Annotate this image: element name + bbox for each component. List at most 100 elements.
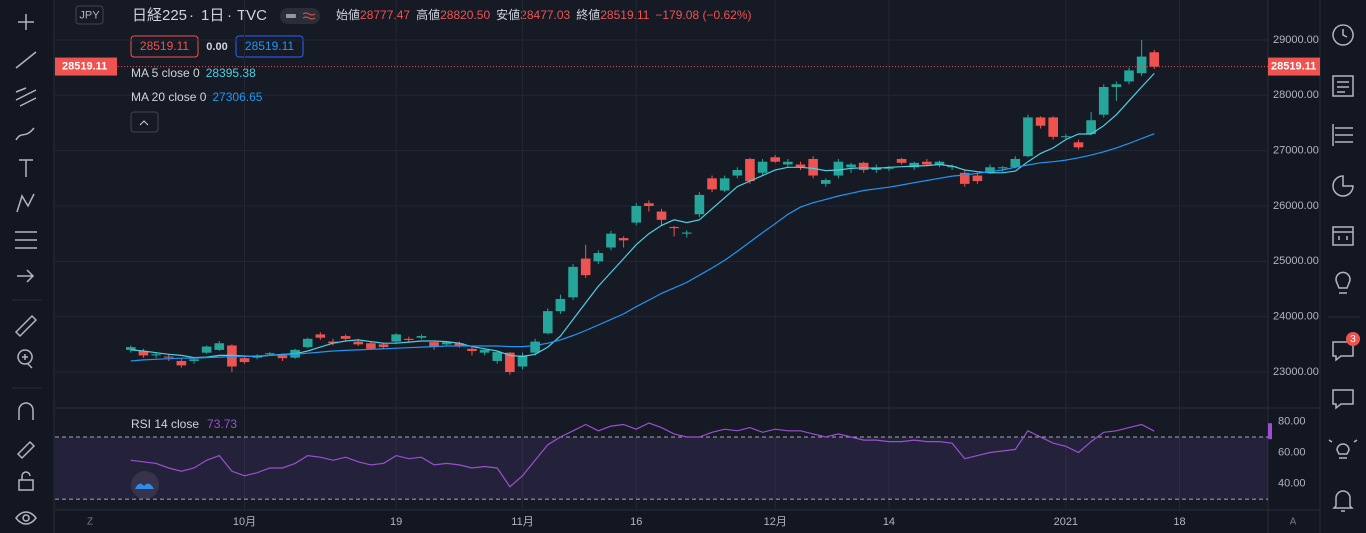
candle-body (189, 359, 199, 361)
moving-average-line (130, 133, 1155, 362)
price-tick-label: 26000.00 (1273, 200, 1319, 212)
ohlc-value: 28820.50 (440, 8, 490, 22)
legend-name: MA 5 close 0 (131, 66, 200, 80)
data-window-icon[interactable] (1332, 175, 1354, 197)
candle-body (328, 341, 338, 344)
candle-body (340, 336, 351, 339)
visibility-tool[interactable] (15, 511, 37, 525)
left-toolbar (12, 14, 42, 525)
candle-body (126, 347, 136, 350)
buy-button[interactable] (235, 35, 304, 58)
crosshair-tool[interactable] (18, 14, 34, 30)
currency: JPY (79, 9, 100, 21)
candle-body (656, 211, 667, 220)
candle-body (265, 353, 275, 355)
status-toggle[interactable] (280, 8, 320, 24)
magnet-tool[interactable] (18, 402, 34, 420)
trendline-tool[interactable] (15, 51, 37, 69)
status-wave (302, 12, 316, 20)
timezone-button[interactable]: Z (87, 517, 93, 528)
candle-body (1010, 158, 1021, 168)
right-toolbar: 3 (1328, 24, 1360, 512)
time-tick-label: 12月 (764, 516, 787, 528)
price-tick-label: 29000.00 (1273, 34, 1319, 46)
ohlc-value: 28477.03 (520, 8, 570, 22)
logo-icon (135, 483, 154, 489)
ohlc-name: 始値 (336, 7, 360, 22)
candle-body (783, 161, 793, 165)
notifications-icon[interactable] (1332, 490, 1354, 512)
candle-body (441, 342, 452, 345)
status-icon (286, 14, 296, 18)
candle-body (770, 157, 781, 162)
currency-box[interactable] (75, 5, 104, 25)
spread: 0.00 (206, 41, 227, 53)
candle-body (884, 167, 894, 169)
candle-body (391, 334, 401, 342)
ohlc-value: 28777.47 (360, 8, 410, 22)
candle-body (138, 350, 149, 356)
candle-body (479, 349, 490, 353)
arrow-tool[interactable] (17, 269, 35, 283)
lock-drawing-tool[interactable] (16, 440, 36, 460)
candle-body (618, 238, 629, 241)
candle-body (972, 175, 983, 182)
auto-scale-button[interactable]: A (1290, 517, 1297, 528)
calendar-icon[interactable] (1332, 226, 1354, 246)
streams-icon[interactable] (1328, 439, 1358, 459)
news-icon[interactable] (1332, 75, 1354, 97)
alert-icon[interactable] (1332, 24, 1354, 46)
candle-body (1149, 52, 1160, 67)
rsi-tick-label: 60.00 (1278, 446, 1306, 458)
price-tick-label: 27000.00 (1273, 145, 1319, 157)
source: TVC (237, 7, 267, 24)
candle-body (681, 232, 692, 234)
text-tool[interactable] (19, 159, 33, 177)
rsi-tick-label: 40.00 (1278, 477, 1306, 489)
sell-button[interactable] (130, 35, 199, 58)
watchlist-icon[interactable] (1332, 124, 1353, 146)
candle-body (492, 352, 503, 361)
candle-body (896, 158, 907, 163)
candle-body (1136, 56, 1147, 74)
lock-tool[interactable] (18, 471, 34, 491)
candle-body (1035, 117, 1046, 126)
candle-body (517, 355, 528, 367)
collapse-icon (139, 120, 149, 126)
symbol: 日経225 (132, 7, 187, 24)
current-price-label-left: 28519.11 (62, 60, 107, 72)
sell-price: 28519.11 (140, 39, 189, 53)
candle-body (366, 343, 376, 349)
candle-body (1023, 117, 1033, 157)
separator-dot: · (189, 7, 194, 24)
ruler-tool[interactable] (14, 314, 38, 338)
candle-body (858, 162, 869, 171)
price-tick-label: 24000.00 (1273, 311, 1319, 323)
ideas-icon[interactable] (1335, 271, 1351, 294)
price-tick-label: 23000.00 (1273, 366, 1319, 378)
prediction-tool[interactable] (15, 231, 37, 249)
candle-body (606, 233, 616, 248)
candle-body (808, 158, 818, 176)
candle-body (1124, 70, 1134, 82)
rsi-line (130, 422, 1155, 488)
candle-body (644, 203, 654, 206)
collapse-legend-button[interactable] (130, 111, 159, 133)
candle-body (239, 358, 250, 363)
brush-tool[interactable] (15, 127, 35, 141)
candle-body (176, 360, 187, 366)
legend-value: 28395.38 (206, 66, 256, 80)
candle-body (745, 158, 755, 182)
buy-price: 28519.11 (245, 39, 294, 53)
candle-body (934, 161, 945, 165)
candle-body (997, 167, 1008, 169)
candle-body (302, 338, 313, 348)
candle-body (1086, 120, 1096, 135)
candle-body (214, 343, 225, 350)
zoom-tool[interactable] (17, 349, 33, 369)
messages-icon[interactable] (1332, 389, 1354, 410)
pattern-tool[interactable] (16, 193, 35, 213)
candle-body (163, 356, 174, 358)
time-tick-label: 2021 (1054, 516, 1078, 528)
fib-tool[interactable] (15, 87, 37, 107)
